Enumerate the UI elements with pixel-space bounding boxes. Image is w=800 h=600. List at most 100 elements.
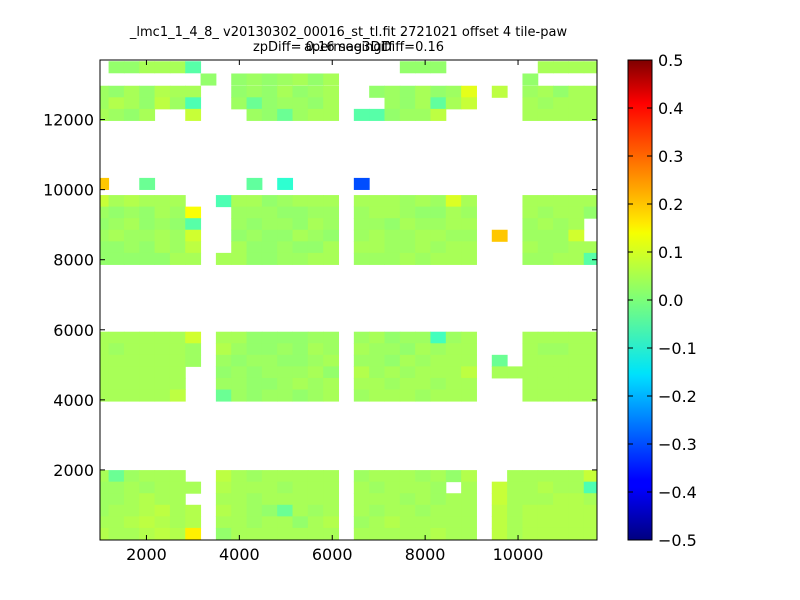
heatmap-cell	[307, 241, 324, 254]
heatmap-cell	[384, 389, 401, 402]
heatmap-cell	[100, 229, 110, 242]
heatmap-cell	[169, 516, 186, 529]
heatmap-cell	[100, 504, 110, 517]
heatmap-cell	[553, 195, 569, 208]
heatmap-cell	[430, 85, 447, 98]
heatmap-cell	[522, 366, 539, 379]
heatmap-cell	[139, 177, 156, 190]
heatmap-cell	[384, 377, 401, 391]
y-tick-label: 4000	[53, 391, 94, 410]
heatmap-cell	[154, 331, 171, 344]
heatmap-cell	[154, 354, 171, 367]
heatmap-cell	[445, 366, 462, 379]
heatmap-cell	[415, 108, 431, 121]
y-tick-label: 6000	[53, 321, 94, 340]
heatmap-cell	[169, 331, 186, 344]
heatmap-cell	[461, 97, 477, 110]
heatmap-cell	[277, 218, 294, 231]
heatmap-cell	[292, 493, 309, 506]
heatmap-cell	[445, 504, 462, 517]
heatmap-cell	[261, 108, 278, 121]
heatmap-cell	[430, 229, 447, 242]
heatmap-cell	[522, 516, 539, 529]
heatmap-cell	[583, 366, 598, 379]
heatmap-cell	[461, 481, 477, 494]
heatmap-cell	[583, 354, 598, 367]
heatmap-cell	[123, 218, 140, 231]
heatmap-cell	[430, 206, 447, 219]
heatmap-cell	[108, 343, 125, 356]
heatmap-cell	[292, 331, 309, 344]
heatmap-cell	[215, 354, 232, 367]
heatmap-cell	[292, 527, 309, 540]
heatmap-cell	[461, 241, 477, 254]
heatmap-cell	[384, 97, 401, 110]
heatmap-cell	[537, 481, 554, 494]
heatmap-cell	[139, 470, 156, 483]
heatmap-cell	[292, 343, 309, 356]
heatmap-cell	[246, 229, 263, 242]
heatmap-cell	[246, 252, 263, 265]
heatmap-cell	[353, 218, 370, 231]
heatmap-cell	[169, 61, 186, 74]
heatmap-cell	[139, 354, 156, 367]
x-tick-label: 4000	[219, 545, 260, 564]
heatmap-cell	[261, 504, 278, 517]
heatmap-cell	[231, 218, 248, 231]
heatmap-cell	[369, 366, 385, 379]
heatmap-cell	[307, 389, 324, 402]
heatmap-cell	[261, 516, 278, 529]
heatmap-cell	[139, 206, 156, 219]
heatmap-cell	[108, 206, 125, 219]
heatmap-cell	[399, 493, 416, 506]
heatmap-cell	[307, 481, 324, 494]
heatmap-cell	[154, 389, 171, 402]
heatmap-cell	[353, 470, 370, 483]
heatmap-cell	[583, 377, 598, 391]
heatmap-cell	[323, 470, 340, 483]
heatmap-cell	[231, 504, 248, 517]
chart-subtitle: zpDiff= 0.16 seeingDiff=0.16	[252, 40, 445, 55]
heatmap-cell	[369, 218, 385, 231]
heatmap-cell	[169, 229, 186, 242]
heatmap-cell	[415, 389, 431, 402]
heatmap-cell	[100, 527, 110, 540]
heatmap-cell	[307, 493, 324, 506]
heatmap-cell	[169, 504, 186, 517]
heatmap-cell	[307, 206, 324, 219]
heatmap-cell	[553, 331, 569, 344]
heatmap-cell	[277, 206, 294, 219]
x-tick-label: 2000	[126, 545, 167, 564]
heatmap-cell	[323, 527, 340, 540]
heatmap-cell	[169, 377, 186, 391]
heatmap-cell	[277, 366, 294, 379]
heatmap-cell	[185, 343, 202, 356]
heatmap-cell	[522, 493, 539, 506]
heatmap-cell	[461, 470, 477, 483]
heatmap-cell	[139, 252, 156, 265]
heatmap-cell	[231, 85, 248, 98]
heatmap-cell	[123, 97, 140, 110]
heatmap-cell	[445, 85, 462, 98]
heatmap-cell	[568, 493, 585, 506]
heatmap-cell	[185, 241, 202, 254]
heatmap-cell	[100, 206, 110, 219]
heatmap-cell	[100, 218, 110, 231]
heatmap-cell	[292, 516, 309, 529]
heatmap-cell	[553, 218, 569, 231]
heatmap-cell	[139, 195, 156, 208]
heatmap-cell	[231, 354, 248, 367]
heatmap-cell	[430, 366, 447, 379]
heatmap-cell	[323, 108, 340, 121]
heatmap-cell	[246, 354, 263, 367]
heatmap-cell	[154, 229, 171, 242]
heatmap-cell	[353, 389, 370, 402]
heatmap-cell	[261, 493, 278, 506]
heatmap-cell	[384, 366, 401, 379]
heatmap-cell	[430, 241, 447, 254]
heatmap-cell	[445, 377, 462, 391]
heatmap-cell	[154, 366, 171, 379]
heatmap-cell	[568, 377, 585, 391]
heatmap-cell	[261, 377, 278, 391]
heatmap-cell	[100, 389, 110, 402]
